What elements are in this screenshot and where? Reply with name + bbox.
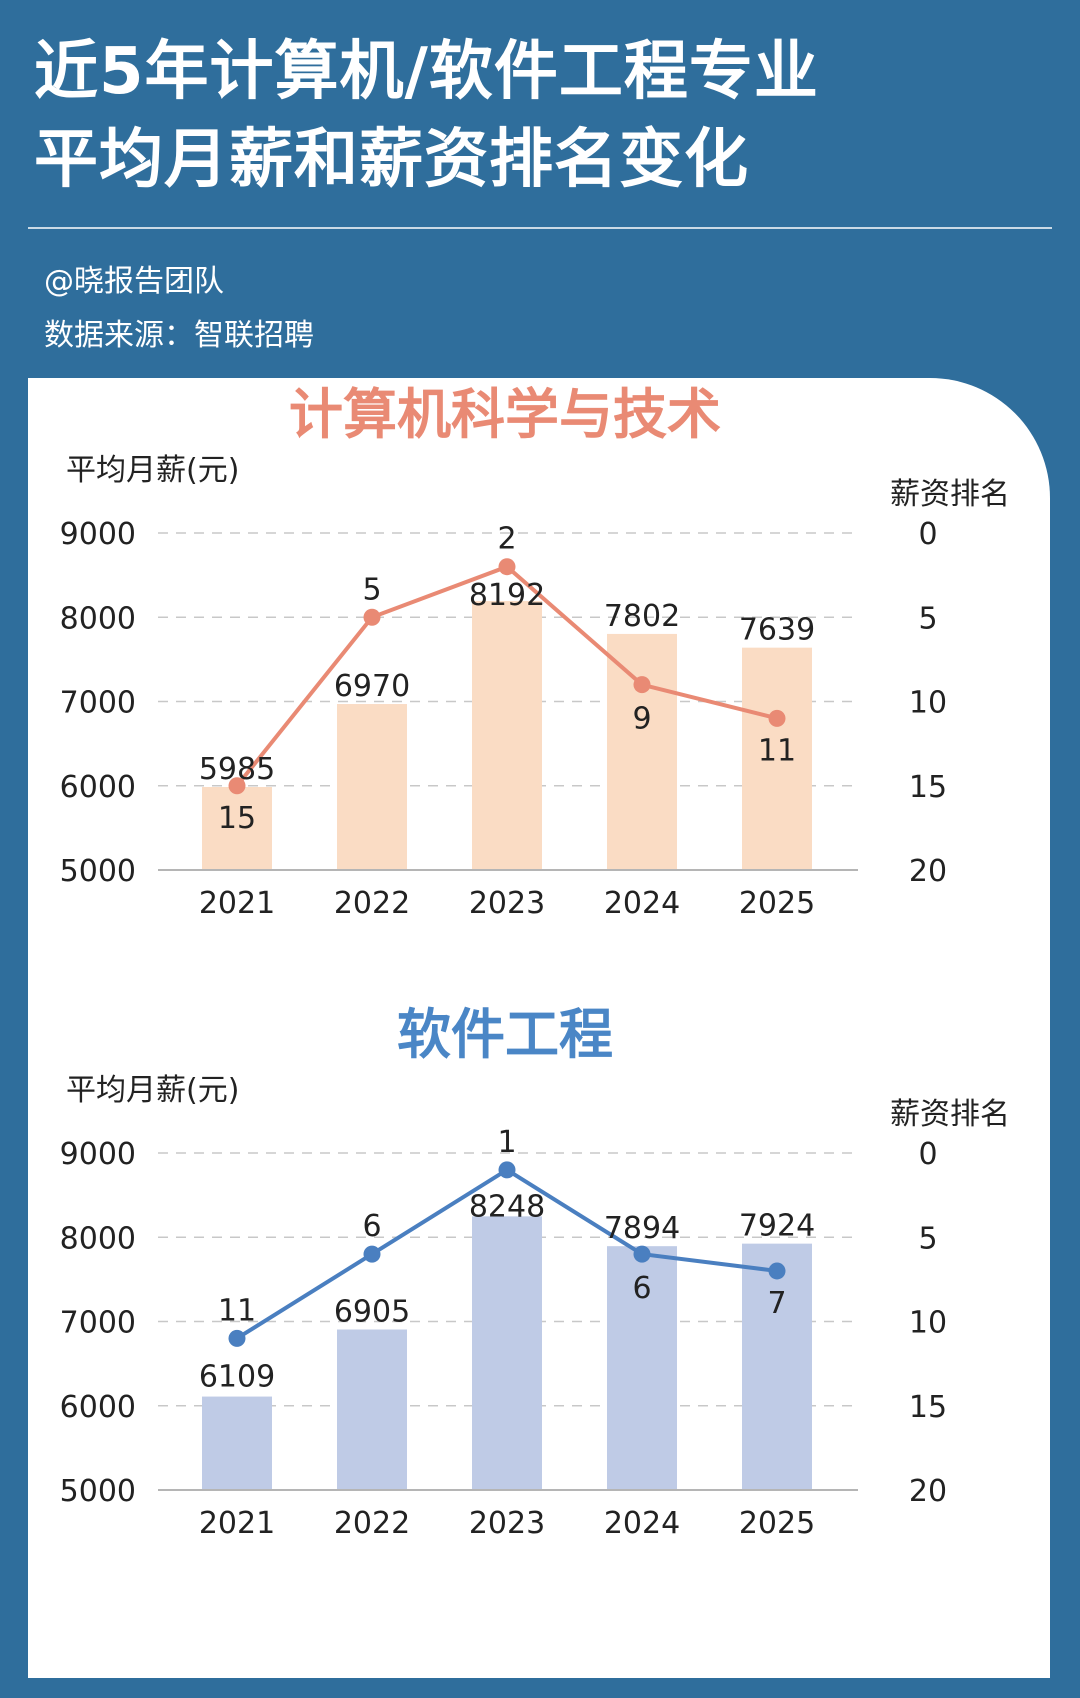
y2-tick-label: 0 [918,517,937,552]
bar [472,601,542,870]
rank-value-label: 6 [362,1209,381,1244]
x-tick-label: 2022 [334,886,410,921]
rank-point [363,608,381,626]
rank-value-label: 6 [632,1271,651,1306]
bar-value-label: 8248 [469,1189,545,1224]
chart-card: 计算机科学与技术 平均月薪(元) 薪资排名 9000 0 8000 5 7000 10 6000 1… [28,378,1050,1678]
y-tick-label: 6000 [60,770,136,805]
y2-axis-title: 薪资排名 [890,1097,1010,1132]
rank-point [228,777,246,795]
bar [337,1329,407,1490]
y2-tick-label: 20 [909,1474,947,1509]
bar [742,1243,812,1490]
rank-point [768,1262,786,1280]
bar-value-label: 6905 [334,1295,410,1330]
y2-tick-label: 15 [909,770,947,805]
rank-point [633,676,651,694]
bar [607,1246,677,1490]
rank-value-label: 9 [632,702,651,737]
x-tick-label: 2023 [469,886,545,921]
bar [607,633,677,870]
x-tick-label: 2023 [469,1506,545,1541]
chart-title: 软件工程 [397,1003,613,1066]
rank-point [498,558,516,576]
rank-value-label: 15 [218,801,256,836]
bar [742,647,812,870]
rank-point [228,1329,246,1347]
bar [472,1216,542,1490]
credit-text: @晓报告团队 [44,264,224,299]
rank-point [633,1245,651,1263]
x-tick-label: 2021 [199,886,275,921]
bar-value-label: 7924 [739,1209,815,1244]
y2-tick-label: 0 [918,1137,937,1172]
bar-value-label: 6109 [199,1360,275,1395]
x-tick-label: 2021 [199,1506,275,1541]
page-title-line-2: 平均月薪和薪资排名变化 [34,123,749,197]
y2-tick-label: 10 [909,686,947,721]
header: 近5年计算机/软件工程专业 平均月薪和薪资排名变化 @晓报告团队 数据来源：智联… [0,0,1080,380]
y-tick-label: 8000 [60,1221,136,1256]
rank-point [498,1161,516,1179]
x-tick-label: 2025 [739,886,815,921]
rank-point [768,709,786,727]
rank-value-label: 5 [362,572,381,607]
y-tick-label: 6000 [60,1390,136,1425]
bar-value-label: 6970 [334,669,410,704]
rank-value-label: 11 [758,733,796,768]
bar [202,1396,272,1490]
y-tick-label: 7000 [60,1306,136,1341]
page-title: 近5年计算机/软件工程专业 平均月薪和薪资排名变化 [34,28,819,204]
bar-value-label: 7894 [604,1211,680,1246]
page-title-line-1: 近5年计算机/软件工程专业 [34,35,819,109]
y2-tick-label: 5 [918,601,937,636]
source-text: 数据来源：智联招聘 [44,318,314,353]
y-tick-label: 5000 [60,854,136,889]
y2-tick-label: 20 [909,854,947,889]
y2-tick-label: 5 [918,1221,937,1256]
x-tick-label: 2022 [334,1506,410,1541]
bar [337,704,407,870]
y-tick-label: 7000 [60,686,136,721]
y-axis-title: 平均月薪(元) [66,453,239,488]
y2-axis-title: 薪资排名 [890,477,1010,512]
x-tick-label: 2024 [604,886,680,921]
bar-value-label: 5985 [199,752,275,787]
y-tick-label: 9000 [60,1137,136,1172]
y-tick-label: 9000 [60,517,136,552]
header-divider [28,227,1052,229]
rank-value-label: 11 [218,1293,256,1328]
x-tick-label: 2025 [739,1506,815,1541]
y2-tick-label: 15 [909,1390,947,1425]
bar-value-label: 8192 [469,578,545,613]
y-tick-label: 8000 [60,601,136,636]
rank-value-label: 2 [497,522,516,557]
chart-title: 计算机科学与技术 [289,383,721,446]
rank-value-label: 7 [767,1286,786,1321]
y-axis-title: 平均月薪(元) [66,1073,239,1108]
rank-value-label: 1 [497,1125,516,1160]
x-tick-label: 2024 [604,1506,680,1541]
y2-tick-label: 10 [909,1306,947,1341]
bar-value-label: 7802 [604,599,680,634]
bar [202,787,272,870]
rank-point [363,1245,381,1263]
bar-value-label: 7639 [739,613,815,648]
y-tick-label: 5000 [60,1474,136,1509]
